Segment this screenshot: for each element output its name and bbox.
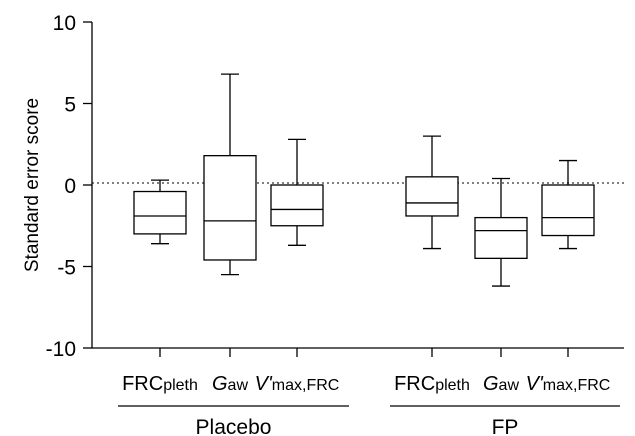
category-label: FRCpleth (122, 373, 198, 395)
iqr-box (541, 184, 595, 237)
y-tick-label: 0 (64, 175, 76, 198)
box-placebo-3 (270, 138, 324, 246)
category-label: Gaw (483, 373, 519, 395)
iqr-box (474, 216, 528, 260)
group-label: FP (492, 416, 519, 436)
box-fp-1 (405, 135, 459, 250)
box-placebo-1 (133, 179, 187, 245)
y-tick-label: -10 (46, 338, 76, 361)
y-tick-label: 10 (53, 12, 76, 35)
box-fp-3 (541, 159, 595, 250)
y-axis-ticks: 10 5 0 -5 -10 (46, 12, 92, 361)
box-fp-2 (474, 177, 528, 287)
category-label: V'max,FRC (526, 373, 611, 395)
iqr-box (133, 190, 187, 235)
category-labels: FRCpleth Gaw V'max,FRC FRCpleth Gaw V'max,FRC (122, 348, 610, 395)
y-tick-label: -5 (57, 257, 76, 280)
group-labels: Placebo FP (118, 405, 620, 436)
group-label: Placebo (196, 416, 272, 436)
iqr-box (270, 184, 324, 227)
iqr-box (405, 176, 459, 217)
box-placebo-2 (203, 73, 257, 276)
category-label: V'max,FRC (255, 373, 340, 395)
y-axis-label: Standard error score (22, 98, 43, 272)
category-label: FRCpleth (394, 373, 470, 395)
iqr-box (203, 155, 257, 261)
box-series (133, 73, 595, 287)
category-label: Gaw (212, 373, 248, 395)
y-tick-label: 5 (64, 94, 76, 117)
